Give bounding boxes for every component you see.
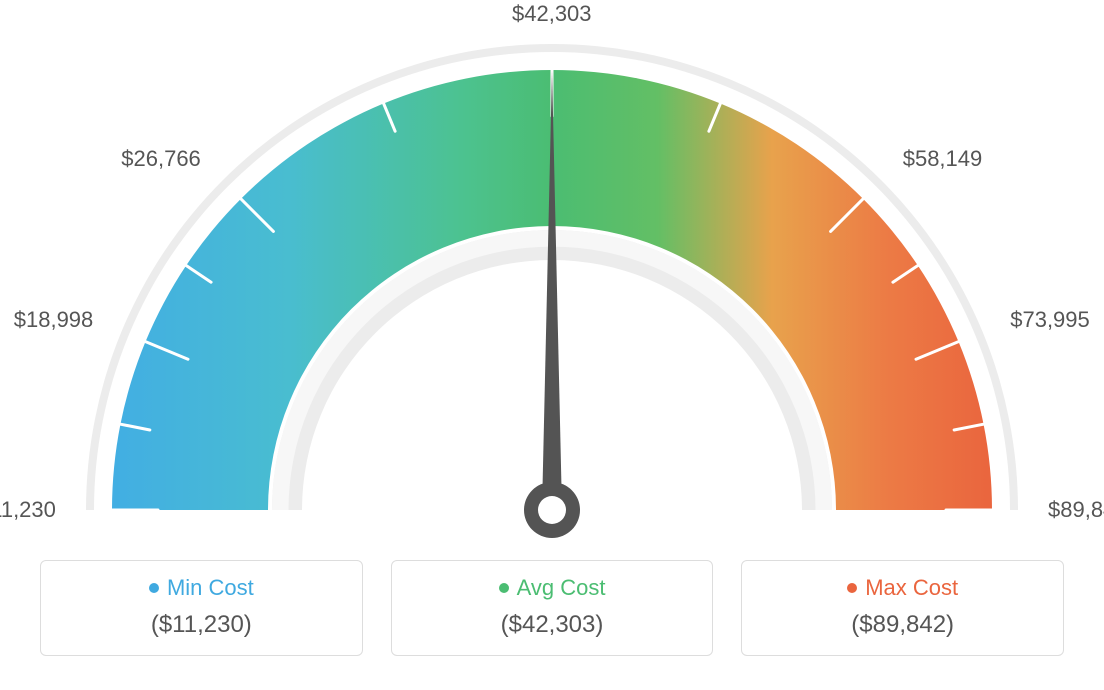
legend-value-min: ($11,230) — [51, 611, 352, 639]
legend-value-max: ($89,842) — [752, 611, 1053, 639]
legend-row: Min Cost ($11,230) Avg Cost ($42,303) Ma… — [0, 560, 1104, 656]
legend-title-avg-label: Avg Cost — [517, 575, 606, 601]
tick-label: $58,149 — [903, 146, 983, 172]
legend-card-min: Min Cost ($11,230) — [40, 560, 363, 656]
legend-title-min: Min Cost — [149, 575, 254, 601]
tick-label: $89,842 — [1048, 497, 1104, 523]
legend-dot-avg-icon — [499, 583, 509, 593]
gauge-box: $11,230 $18,998 $26,766 $42,303 $58,149 $73,9… — [0, 0, 1104, 540]
tick-label: $11,230 — [0, 497, 56, 523]
tick-label: $42,303 — [512, 1, 592, 27]
tick-label: $26,766 — [121, 146, 201, 172]
tick-label: $18,998 — [14, 307, 94, 333]
legend-title-avg: Avg Cost — [499, 575, 606, 601]
legend-title-min-label: Min Cost — [167, 575, 254, 601]
legend-card-max: Max Cost ($89,842) — [741, 560, 1064, 656]
legend-card-avg: Avg Cost ($42,303) — [391, 560, 714, 656]
legend-dot-max-icon — [847, 583, 857, 593]
legend-title-max-label: Max Cost — [865, 575, 958, 601]
legend-value-avg: ($42,303) — [402, 611, 703, 639]
tick-label: $73,995 — [1010, 307, 1090, 333]
cost-gauge-chart: $11,230 $18,998 $26,766 $42,303 $58,149 $73,9… — [0, 0, 1104, 690]
gauge-svg — [0, 0, 1104, 540]
legend-dot-min-icon — [149, 583, 159, 593]
legend-title-max: Max Cost — [847, 575, 958, 601]
